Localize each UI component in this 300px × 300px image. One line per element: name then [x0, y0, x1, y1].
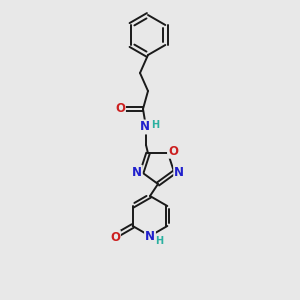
- Text: O: O: [115, 103, 125, 116]
- Text: N: N: [174, 166, 184, 179]
- Text: N: N: [132, 166, 142, 179]
- Text: H: H: [155, 236, 163, 246]
- Text: N: N: [140, 121, 150, 134]
- Text: H: H: [151, 120, 159, 130]
- Text: O: O: [110, 231, 120, 244]
- Text: O: O: [168, 145, 178, 158]
- Text: N: N: [145, 230, 155, 244]
